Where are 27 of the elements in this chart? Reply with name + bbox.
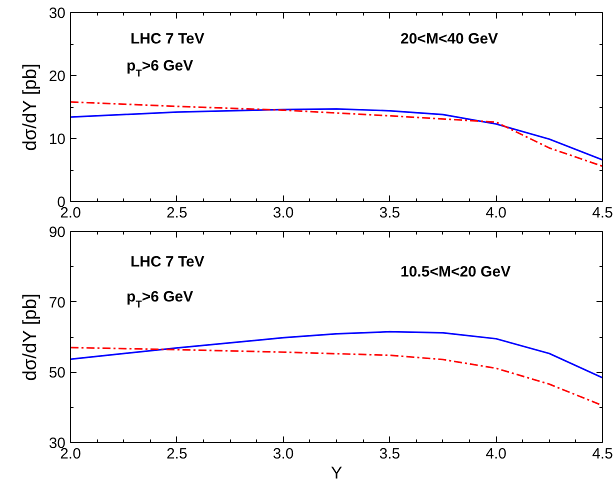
y-tick-label: 50 <box>48 364 66 382</box>
x-tick-label: 2.5 <box>166 446 188 462</box>
x-tick-label: 3.5 <box>379 446 400 462</box>
y-axis-title: dσ/dY [pb] <box>20 293 41 381</box>
x-tick-label: 4.0 <box>486 204 507 222</box>
line-series <box>70 346 602 406</box>
y-tick-label: 30 <box>48 5 66 22</box>
y-tick-label: 70 <box>48 294 66 312</box>
line-series <box>70 108 602 161</box>
annotation: LHC 7 TeV <box>130 30 204 48</box>
line-series <box>70 101 602 168</box>
y-tick-label: 20 <box>48 68 66 85</box>
line-series <box>70 330 602 379</box>
x-tick-label: 4.5 <box>592 204 613 222</box>
y-axis-title: dσ/dY [pb] <box>20 63 41 151</box>
x-axis-title: Y <box>330 464 342 482</box>
y-tick-label: 90 <box>48 224 66 241</box>
annotation: 20<M<40 GeV <box>400 30 498 48</box>
x-tick-label: 3.0 <box>272 446 294 462</box>
x-tick-label: 2.5 <box>166 204 188 222</box>
x-tick-label: 3.5 <box>379 204 400 222</box>
y-tick-label: 10 <box>48 131 66 148</box>
annotation: 10.5<M<20 GeV <box>400 264 511 280</box>
x-tick-label: 4.0 <box>486 446 507 462</box>
annotation: LHC 7 TeV <box>130 254 204 270</box>
x-tick-label: 3.0 <box>272 204 294 222</box>
x-tick-label: 4.5 <box>592 446 613 462</box>
